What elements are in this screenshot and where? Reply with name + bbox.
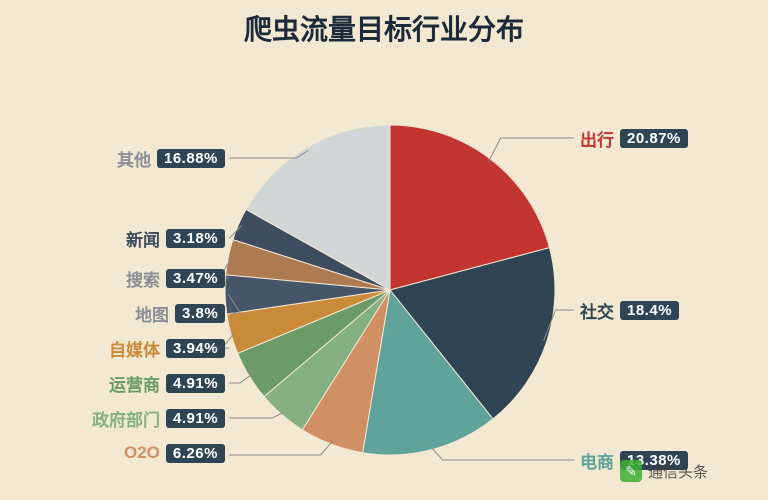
label-o2o: O2O 6.26% bbox=[124, 443, 225, 463]
label-social: 社交 18.4% bbox=[580, 298, 679, 323]
label-name-other: 其他 bbox=[117, 146, 151, 171]
label-pct-maps: 3.8% bbox=[175, 304, 225, 323]
label-search: 搜索 3.47% bbox=[126, 266, 225, 291]
label-pct-gov: 4.91% bbox=[166, 409, 225, 428]
label-pct-carrier: 4.91% bbox=[166, 374, 225, 393]
label-pct-travel: 20.87% bbox=[620, 129, 688, 148]
label-name-selfmedia: 自媒体 bbox=[109, 336, 160, 361]
label-maps: 地图 3.8% bbox=[135, 301, 225, 326]
label-pct-o2o: 6.26% bbox=[166, 444, 225, 463]
label-pct-search: 3.47% bbox=[166, 269, 225, 288]
label-name-social: 社交 bbox=[580, 298, 614, 323]
label-other: 其他 16.88% bbox=[117, 146, 225, 171]
label-name-maps: 地图 bbox=[135, 301, 169, 326]
wechat-icon: ✎ bbox=[620, 460, 642, 482]
watermark-text: 通信头条 bbox=[648, 461, 708, 482]
watermark: ✎ 通信头条 bbox=[620, 460, 708, 482]
label-travel: 出行 20.87% bbox=[580, 126, 688, 151]
label-name-gov: 政府部门 bbox=[92, 406, 160, 431]
label-name-news: 新闻 bbox=[126, 226, 160, 251]
label-gov: 政府部门 4.91% bbox=[92, 406, 225, 431]
label-pct-other: 16.88% bbox=[157, 149, 225, 168]
label-name-search: 搜索 bbox=[126, 266, 160, 291]
label-name-ecommerce: 电商 bbox=[580, 448, 614, 473]
label-pct-news: 3.18% bbox=[166, 229, 225, 248]
label-pct-social: 18.4% bbox=[620, 301, 679, 320]
label-name-travel: 出行 bbox=[580, 126, 614, 151]
label-pct-selfmedia: 3.94% bbox=[166, 339, 225, 358]
label-name-o2o: O2O bbox=[124, 443, 160, 463]
label-news: 新闻 3.18% bbox=[126, 226, 225, 251]
label-selfmedia: 自媒体 3.94% bbox=[109, 336, 225, 361]
label-carrier: 运营商 4.91% bbox=[109, 371, 225, 396]
chart-stage: 爬虫流量目标行业分布 出行20.87%社交18.4%电商13.38%O2O6.2… bbox=[0, 0, 768, 500]
label-name-carrier: 运营商 bbox=[109, 371, 160, 396]
